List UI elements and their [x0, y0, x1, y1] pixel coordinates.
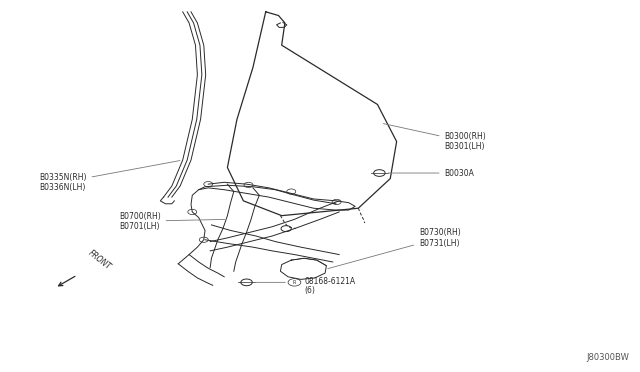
Text: B0335N(RH)
B0336N(LH): B0335N(RH) B0336N(LH)	[39, 161, 180, 192]
Text: B0300(RH)
B0301(LH): B0300(RH) B0301(LH)	[383, 124, 486, 151]
Text: (6): (6)	[304, 286, 315, 295]
Text: R: R	[292, 280, 296, 285]
Text: B0030A: B0030A	[388, 169, 474, 177]
Text: J80300BW: J80300BW	[587, 353, 630, 362]
Text: FRONT: FRONT	[86, 249, 113, 272]
Text: B0700(RH)
B0701(LH): B0700(RH) B0701(LH)	[119, 212, 225, 231]
Text: B0730(RH)
B0731(LH): B0730(RH) B0731(LH)	[328, 228, 461, 269]
Text: 08168-6121A: 08168-6121A	[304, 277, 355, 286]
